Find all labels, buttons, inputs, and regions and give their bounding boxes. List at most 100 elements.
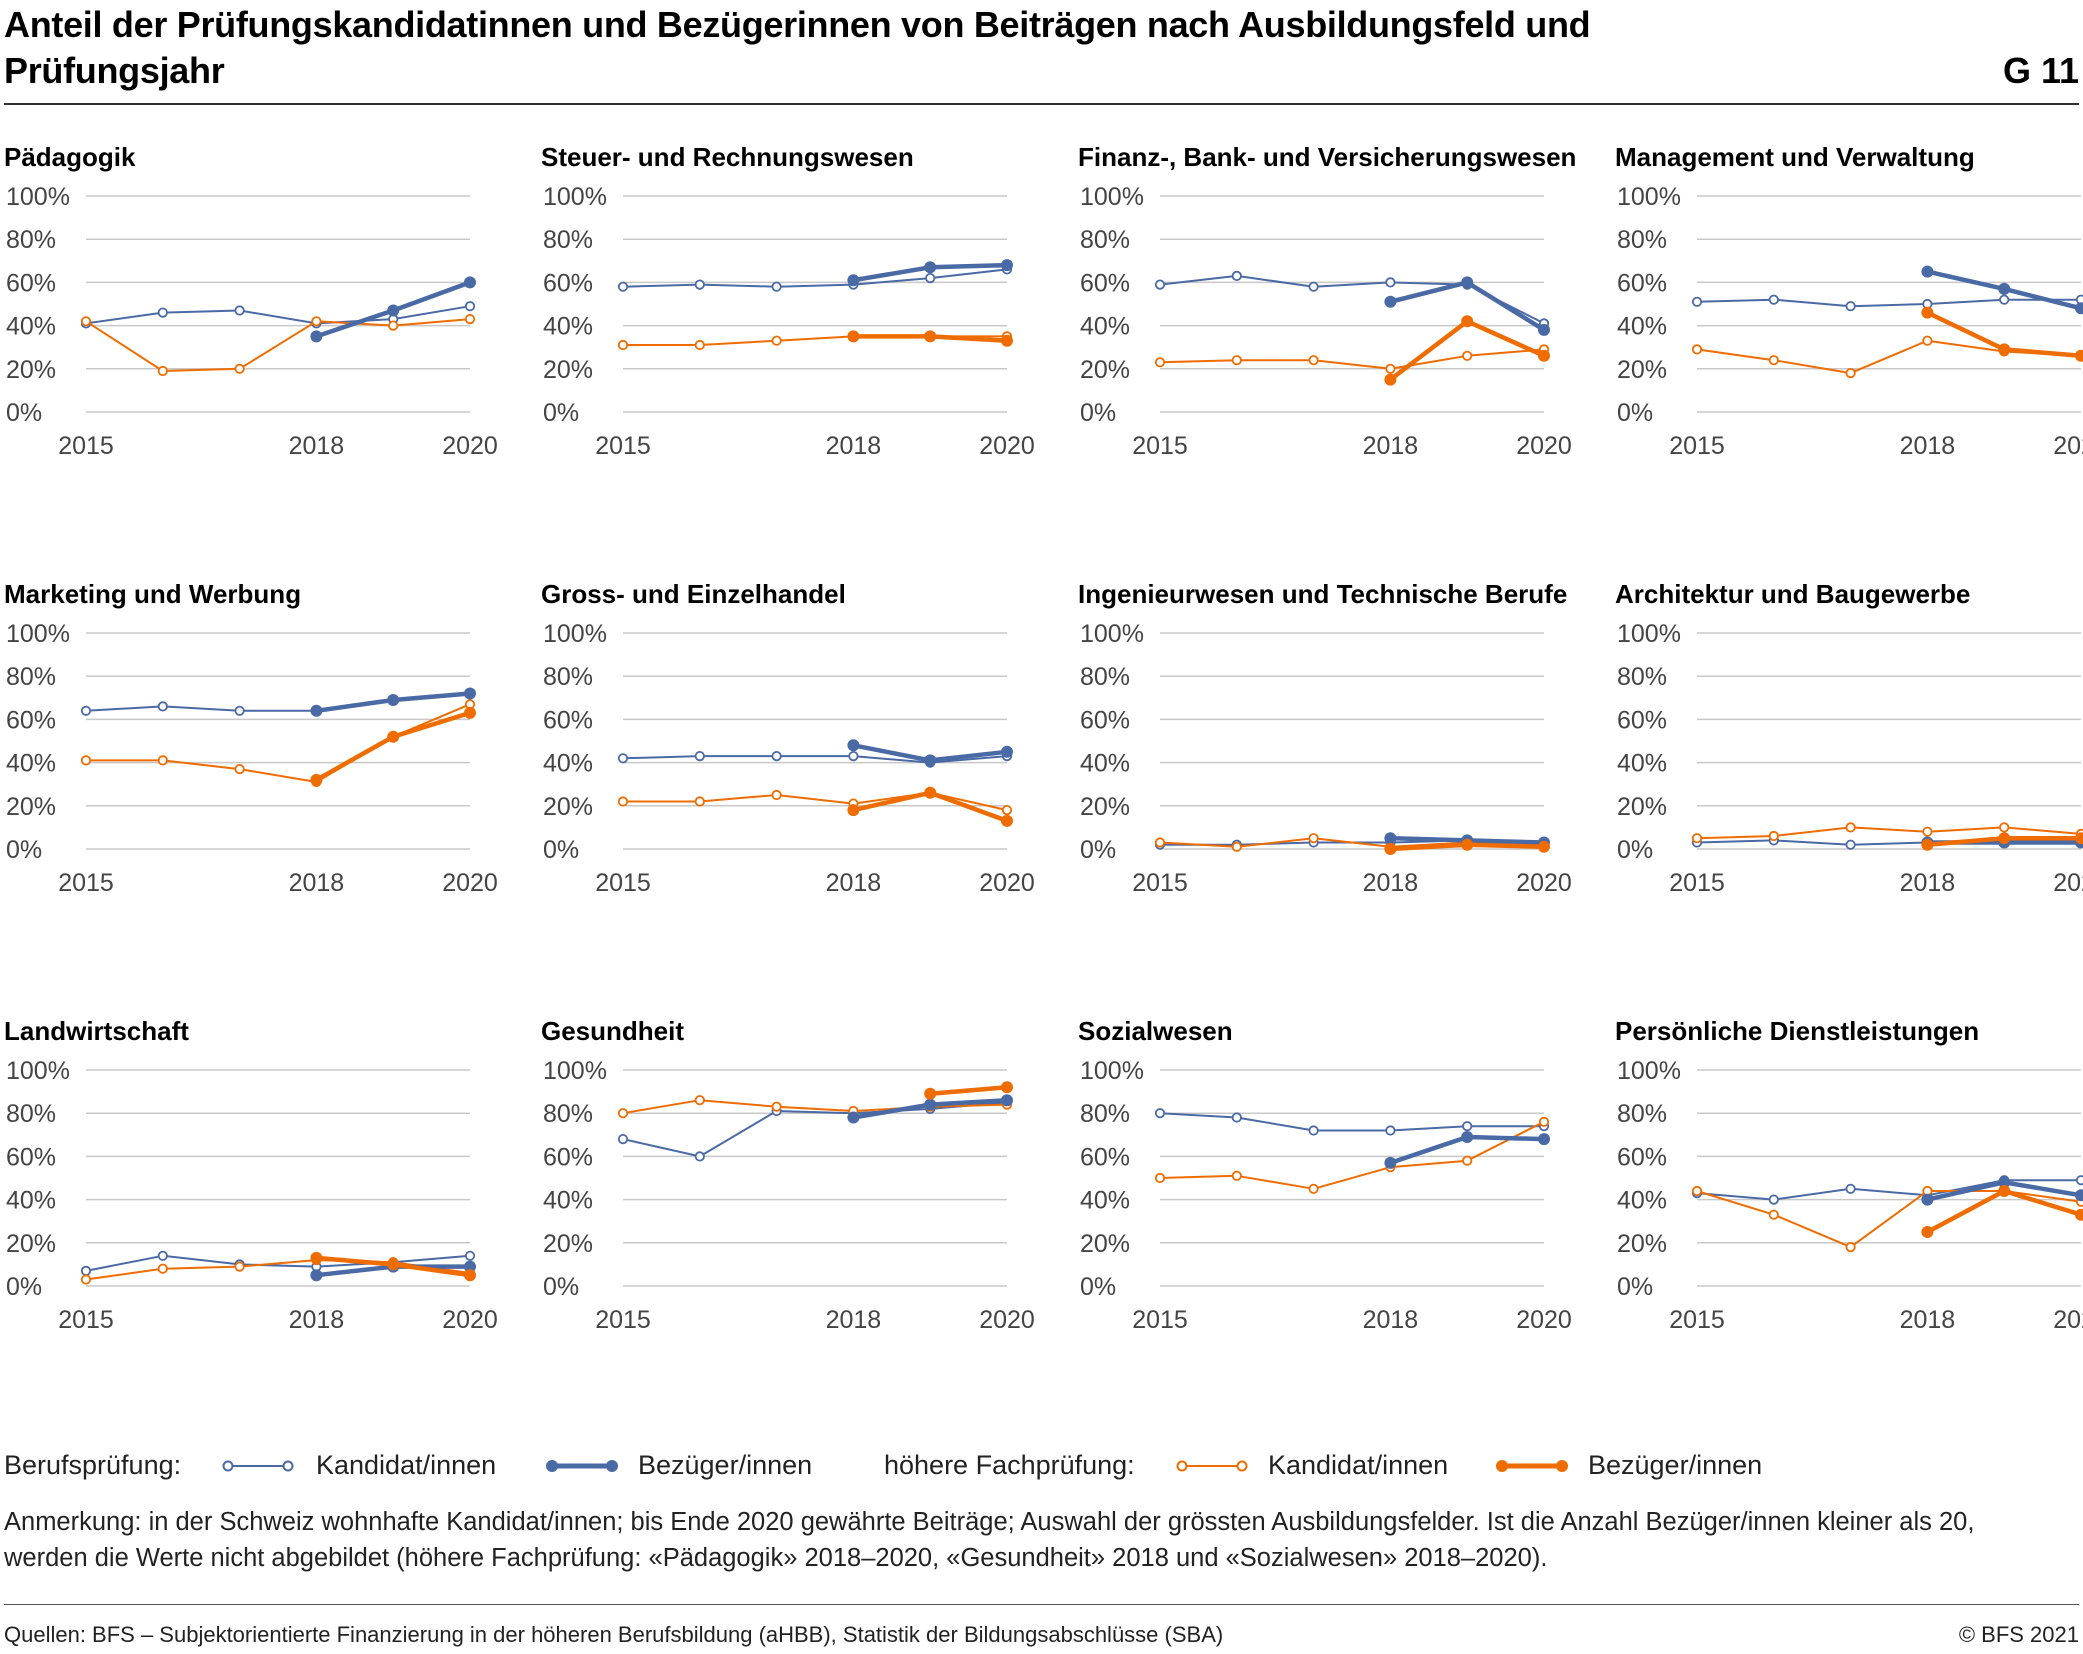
data-point	[617, 281, 629, 292]
panel-title: Gross- und Einzelhandel	[541, 579, 846, 609]
copyright: © BFS 2021	[1958, 1622, 2079, 1647]
x-tick-label: 2015	[1669, 1306, 1725, 1334]
data-point	[464, 1250, 476, 1261]
data-point	[847, 739, 860, 752]
y-tick-label: 60%	[1617, 269, 1667, 297]
x-tick-label: 2015	[595, 869, 651, 897]
data-point	[1154, 837, 1166, 848]
data-point	[310, 1269, 323, 1282]
data-point	[2075, 1208, 2083, 1221]
series-line	[85, 692, 471, 712]
y-tick-label: 100%	[6, 1057, 70, 1085]
data-point	[1461, 276, 1474, 289]
line-chart: 0% 20% 40% 60% 80% 100% 2015 2018 2020	[1080, 183, 1572, 460]
x-tick-label: 2020	[979, 432, 1035, 460]
data-point	[387, 694, 400, 706]
y-tick-label: 80%	[543, 663, 593, 691]
data-point	[2075, 349, 2083, 362]
y-tick-label: 40%	[6, 1187, 56, 1215]
x-tick-label: 2018	[289, 1306, 345, 1334]
series-line	[86, 703, 471, 783]
data-point	[234, 363, 245, 374]
data-point	[1845, 822, 1856, 833]
data-point	[1384, 832, 1397, 845]
series-line	[1159, 1112, 1544, 1132]
panel-title: Steuer- und Rechnungswesen	[541, 142, 914, 172]
x-tick-label: 2018	[1900, 432, 1956, 460]
panel-title: Marketing und Werbung	[4, 579, 302, 609]
panel-title: Landwirtschaft	[4, 1016, 189, 1046]
x-tick-label: 2015	[1132, 1306, 1188, 1334]
data-point	[1998, 282, 2011, 295]
data-point	[1461, 838, 1474, 851]
legend-hfp-kandidat-swatch	[1176, 1460, 1248, 1472]
panel-title: Pädagogik	[4, 142, 136, 172]
y-tick-label: 40%	[6, 313, 56, 341]
line-chart: 0% 20% 40% 60% 80% 100% 2015 2018 2020	[1617, 183, 2083, 460]
data-point	[1308, 833, 1319, 844]
data-point	[464, 1269, 476, 1282]
x-tick-label: 2020	[442, 869, 498, 897]
data-point	[1231, 270, 1242, 282]
legend-bp-label: Berufsprüfung:	[4, 1450, 182, 1480]
data-point	[464, 301, 476, 312]
data-point	[1154, 279, 1166, 290]
data-point	[387, 304, 400, 317]
data-point	[771, 1101, 782, 1112]
y-tick-label: 0%	[1080, 1273, 1116, 1301]
data-point	[1385, 1125, 1396, 1136]
data-point	[1231, 355, 1242, 366]
y-tick-label: 20%	[543, 1230, 593, 1258]
data-point	[1999, 822, 2010, 833]
data-point	[310, 330, 323, 343]
legend-bp-bezueger-swatch	[546, 1460, 618, 1472]
data-point	[1001, 814, 1013, 827]
y-tick-label: 100%	[543, 183, 607, 211]
data-point	[310, 704, 323, 717]
y-tick-label: 60%	[543, 269, 593, 297]
data-point	[1231, 1170, 1242, 1181]
y-tick-label: 60%	[1617, 1143, 1667, 1171]
line-chart: 0% 20% 40% 60% 80% 100% 2015 2018 2020	[6, 183, 498, 460]
x-tick-label: 2018	[826, 869, 882, 897]
data-point	[1998, 1185, 2011, 1197]
y-tick-label: 80%	[1080, 1100, 1130, 1128]
data-point	[2075, 1175, 2083, 1186]
data-point	[1461, 1131, 1474, 1143]
chart-panel: Ingenieurwesen und Technische Berufe 0% 20…	[1078, 577, 1598, 1007]
data-point	[1998, 1176, 2011, 1189]
y-tick-label: 40%	[1617, 1187, 1667, 1215]
x-tick-label: 2015	[1669, 869, 1725, 897]
y-tick-label: 0%	[1080, 836, 1116, 864]
series-line	[1696, 1179, 2081, 1201]
series-line	[622, 268, 1008, 288]
source-note: Quellen: BFS – Subjektorientierte Finanz…	[4, 1622, 1224, 1647]
y-tick-label: 60%	[543, 706, 593, 734]
y-tick-label: 0%	[543, 1273, 579, 1301]
y-tick-label: 20%	[543, 356, 593, 384]
y-tick-label: 60%	[1080, 1143, 1130, 1171]
y-tick-label: 40%	[543, 750, 593, 778]
x-tick-label: 2020	[1516, 869, 1572, 897]
data-point	[1154, 357, 1166, 368]
data-point	[1001, 1081, 1013, 1094]
data-point	[1154, 1172, 1166, 1184]
y-tick-label: 20%	[1617, 793, 1667, 821]
data-point	[1001, 334, 1013, 347]
x-tick-label: 2018	[1900, 869, 1956, 897]
x-tick-label: 2018	[1363, 869, 1419, 897]
chart-panel: Management und Verwaltung 0% 20% 40% 60% 80% 1…	[1615, 140, 2083, 570]
data-point	[1462, 1121, 1473, 1132]
data-point	[1231, 841, 1242, 852]
series-line	[85, 1254, 471, 1272]
data-point	[1845, 839, 1856, 850]
data-point	[234, 705, 245, 716]
data-point	[387, 1258, 400, 1271]
data-point	[157, 307, 168, 318]
legend-bp-kandidat-swatch	[222, 1460, 294, 1472]
y-tick-label: 40%	[1617, 313, 1667, 341]
y-tick-label: 80%	[1080, 226, 1130, 254]
data-point	[1845, 1242, 1856, 1253]
data-point	[1001, 259, 1013, 272]
data-point	[694, 1151, 705, 1162]
